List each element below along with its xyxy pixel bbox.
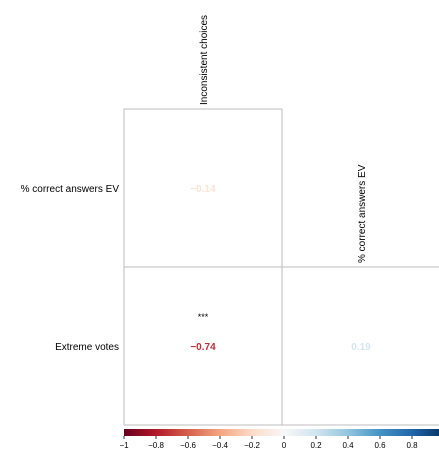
row-label: Extreme votes: [55, 342, 119, 353]
colorbar-tick-label: 0.6: [374, 441, 386, 450]
colorbar: [124, 429, 439, 436]
colorbar-tick-label: 0: [282, 441, 287, 450]
heatmap-cell: [281, 266, 439, 426]
colorbar-tick-label: −0.8: [148, 441, 164, 450]
colorbar-tick-label: −0.6: [180, 441, 196, 450]
colorbar-tick-label: −0.4: [212, 441, 228, 450]
significance-marker: ***: [198, 312, 209, 322]
colorbar-tick-label: −0.2: [244, 441, 260, 450]
colorbar-tick-label: −1: [119, 441, 129, 450]
column-label: % correct answers EV: [357, 164, 368, 263]
colorbar-tick-label: 0.4: [342, 441, 354, 450]
cell-value-label: 0.19: [351, 342, 371, 353]
heatmap-cell: [123, 108, 283, 268]
colorbar-tick-label: 0.2: [310, 441, 322, 450]
heatmap-cell: [123, 266, 283, 426]
row-label: % correct answers EV: [21, 184, 120, 195]
cell-value-label: −0.74: [190, 342, 216, 353]
colorbar-tick-label: 0.8: [406, 441, 418, 450]
cell-value-label: −0.14: [190, 184, 216, 195]
column-label: Inconsistent choices: [199, 15, 210, 105]
